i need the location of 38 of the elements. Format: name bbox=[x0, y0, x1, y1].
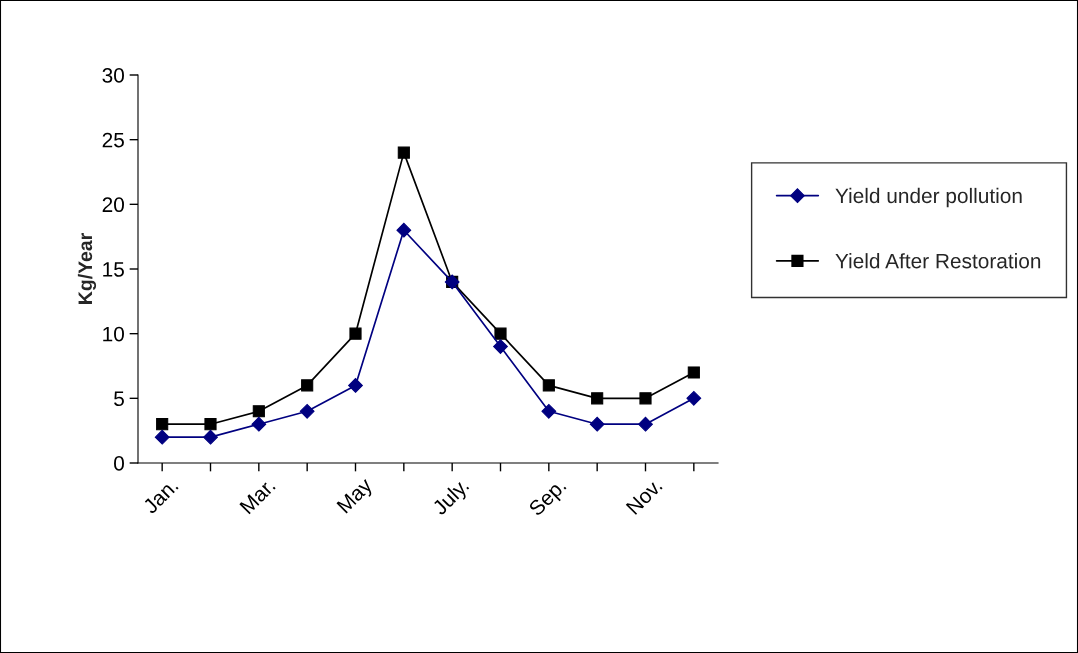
point bbox=[348, 378, 363, 393]
y-tick-label: 25 bbox=[102, 132, 124, 148]
y-tick-label: 10 bbox=[103, 326, 124, 342]
point bbox=[396, 222, 412, 238]
x-tick-label: Sep. bbox=[527, 477, 570, 520]
point bbox=[203, 429, 218, 445]
point bbox=[204, 418, 217, 431]
point bbox=[542, 379, 555, 392]
y-tick-label: 5 bbox=[114, 391, 124, 407]
x-tick-label: May bbox=[336, 476, 377, 517]
point bbox=[154, 429, 170, 445]
point bbox=[591, 392, 604, 405]
point bbox=[686, 390, 702, 406]
legend-label: Yield After Restoration bbox=[835, 253, 1041, 269]
x-tick-label: Mar. bbox=[239, 478, 276, 515]
point bbox=[493, 339, 508, 354]
point bbox=[252, 405, 265, 418]
point bbox=[251, 416, 267, 432]
y-tick-label: 30 bbox=[102, 68, 124, 83]
x-tick-label: July. bbox=[430, 477, 473, 519]
y-axis-title: Kg/Year bbox=[77, 233, 97, 304]
y-tick-label: 0 bbox=[114, 456, 124, 471]
x-tick-label: Nov. bbox=[625, 478, 663, 516]
y-tick-label: 20 bbox=[102, 197, 124, 213]
legend-label: Yield under pollution bbox=[835, 187, 1022, 208]
point bbox=[397, 146, 410, 159]
point bbox=[299, 403, 315, 419]
point bbox=[494, 327, 507, 340]
point bbox=[687, 366, 700, 379]
point bbox=[541, 403, 557, 419]
point bbox=[349, 327, 362, 340]
point bbox=[589, 416, 605, 432]
point bbox=[638, 416, 653, 432]
point bbox=[301, 379, 314, 392]
x-tick-label: Jan. bbox=[142, 478, 179, 515]
point bbox=[639, 392, 652, 405]
y-tick-label: 15 bbox=[103, 262, 124, 277]
point bbox=[156, 418, 169, 431]
